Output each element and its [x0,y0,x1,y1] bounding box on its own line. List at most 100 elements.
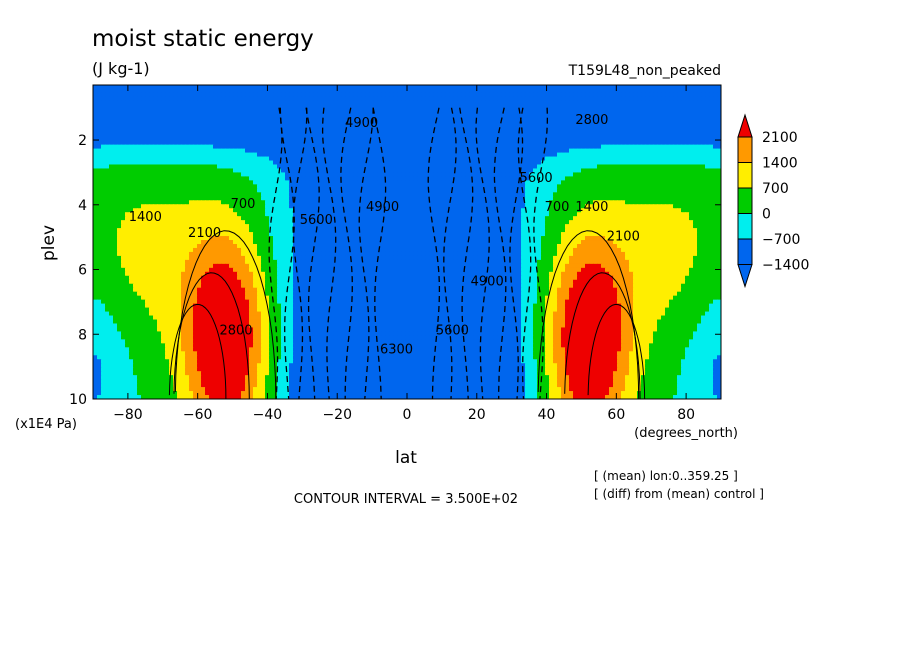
field-cell [709,192,714,197]
field-cell [713,128,718,134]
field-cell [445,120,450,126]
field-cell [465,208,470,213]
field-cell [217,160,222,166]
field-cell [601,160,606,166]
field-cell [281,120,286,126]
field-cell [477,148,482,154]
field-cell [429,120,434,126]
field-cell [289,156,294,162]
field-cell [393,108,398,114]
field-cell [669,85,674,90]
field-cell [129,128,134,134]
field-cell [161,160,166,166]
field-cell [621,152,626,158]
field-cell [465,92,470,98]
field-cell [649,136,654,142]
field-cell [337,168,342,174]
field-cell [277,152,282,158]
field-cell [565,208,570,213]
field-cell [633,164,638,170]
field-cell [661,128,666,134]
field-cell [321,152,326,158]
field-cell [425,112,430,118]
field-cell [297,176,302,181]
field-cell [273,108,278,114]
field-cell [149,156,154,162]
field-cell [457,204,462,209]
field-cell [505,168,510,174]
field-cell [249,136,254,142]
field-cell [637,204,642,209]
field-cell [369,200,374,205]
field-cell [137,104,142,110]
field-cell [309,112,314,118]
field-cell [325,100,330,106]
field-cell [205,116,210,122]
field-cell [581,168,586,174]
field-cell [245,200,250,205]
field-cell [177,104,182,110]
field-cell [461,112,466,118]
field-cell [149,184,154,189]
field-cell [641,104,646,110]
field-cell [553,156,558,162]
field-cell [373,152,378,158]
field-cell [141,144,146,150]
field-cell [513,148,518,154]
field-cell [185,120,190,126]
field-cell [485,136,490,142]
field-cell [653,172,658,178]
field-cell [441,160,446,166]
field-cell [105,152,110,158]
field-cell [413,85,418,90]
field-cell [241,168,246,174]
field-cell [437,128,442,134]
field-cell [585,148,590,154]
field-cell [133,88,138,94]
field-cell [641,164,646,170]
field-cell [237,188,242,193]
field-cell [253,156,258,162]
field-cell [569,180,574,185]
field-cell [689,160,694,166]
field-cell [609,160,614,166]
field-cell [233,160,238,166]
field-cell [625,92,630,98]
field-cell [101,168,106,174]
field-cell [249,108,254,114]
field-cell [177,116,182,122]
field-cell [337,148,342,154]
field-cell [573,164,578,170]
field-cell [121,164,126,170]
field-cell [577,124,582,130]
field-cell [333,192,338,197]
field-cell [665,128,670,134]
field-cell [485,100,490,106]
field-cell [137,92,142,98]
field-cell [649,120,654,126]
field-cell [669,92,674,98]
field-cell [633,160,638,166]
field-cell [401,192,406,197]
field-cell [289,108,294,114]
field-cell [701,168,706,174]
field-cell [425,92,430,98]
field-cell [169,204,174,209]
field-cell [105,124,110,130]
field-cell [413,176,418,181]
field-cell [341,85,346,90]
field-cell [413,148,418,154]
field-cell [541,108,546,114]
field-cell [593,128,598,134]
field-cell [281,144,286,150]
field-cell [577,140,582,146]
field-cell [373,148,378,154]
field-cell [489,100,494,106]
field-cell [609,200,614,205]
field-cell [561,132,566,138]
field-cell [521,100,526,106]
field-cell [441,92,446,98]
field-cell [325,104,330,110]
field-cell [673,108,678,114]
field-cell [529,92,534,98]
